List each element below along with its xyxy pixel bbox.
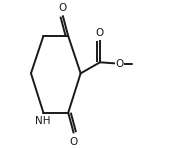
Text: O: O	[96, 28, 104, 38]
Text: O: O	[115, 59, 123, 69]
Text: NH: NH	[35, 116, 50, 126]
Text: O: O	[59, 3, 67, 13]
Text: O: O	[70, 137, 78, 147]
